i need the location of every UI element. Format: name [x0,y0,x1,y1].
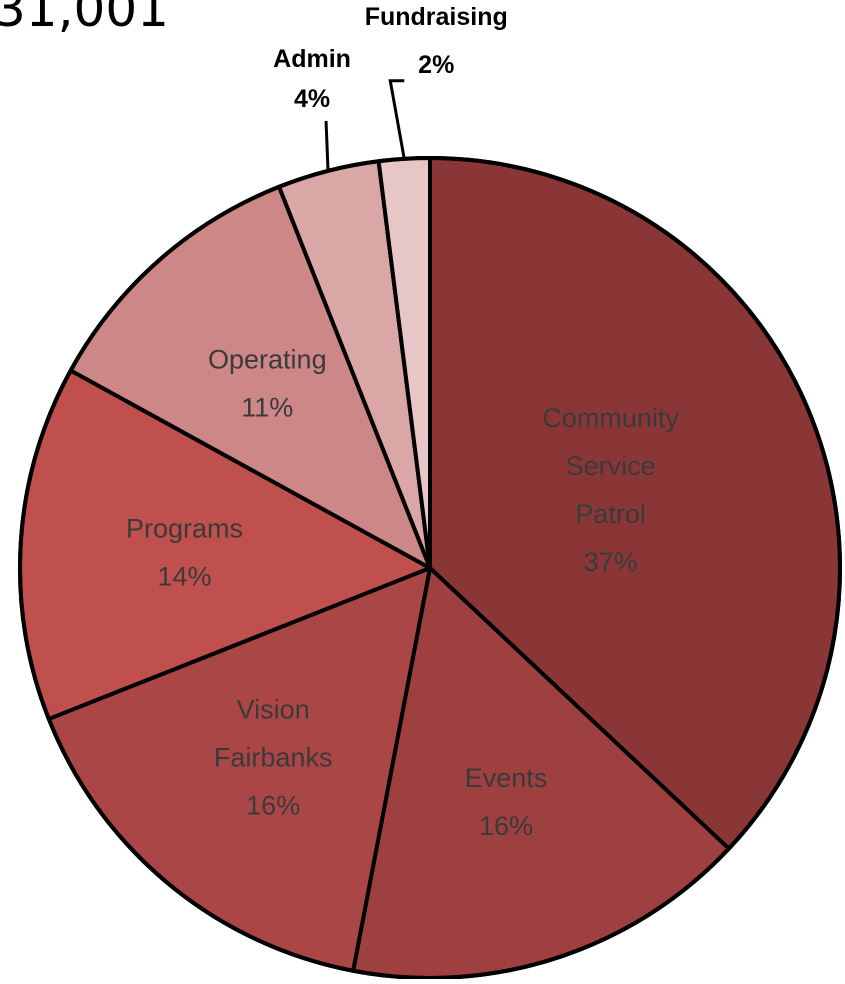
data-label-community-service-patrol: Community Service Patrol 37% [542,403,679,577]
data-label-operating: Operating 11% [208,344,327,422]
data-label-vision-fairbanks: Vision Fairbanks 16% [214,695,333,821]
data-label-admin: Admin 4% [273,45,351,113]
data-label-events: Events 16% [465,763,548,841]
data-label-fundraising-pct: 2% [418,51,454,79]
data-label-fundraising-name: Fundraising [365,3,508,31]
pie-outline [18,156,842,980]
leader-line-fundraising [388,79,406,160]
chart-title: 31,001 [0,0,169,38]
leader-line-admin [324,120,330,171]
data-label-programs: Programs 14% [126,514,243,592]
